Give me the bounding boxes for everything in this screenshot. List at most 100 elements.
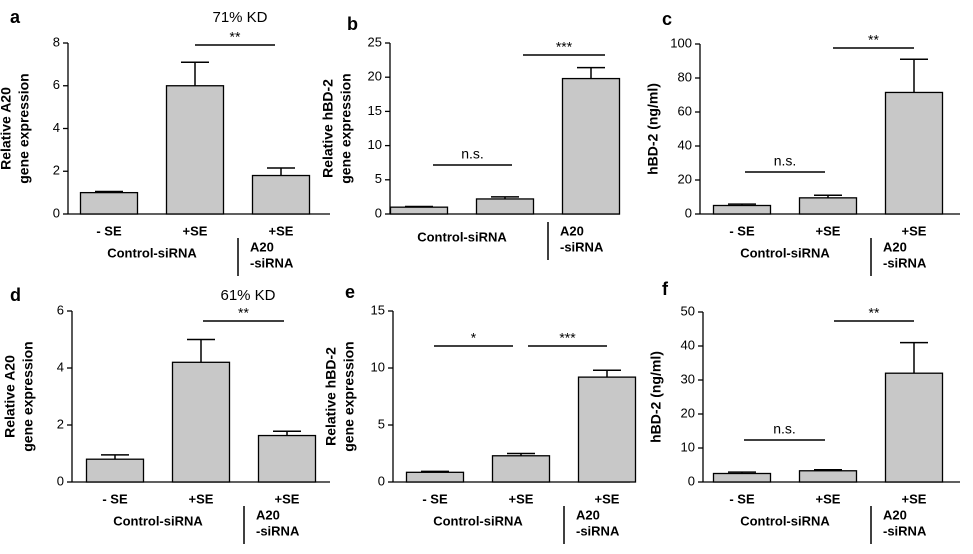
- x-tick-label: +SE: [816, 223, 841, 238]
- group-label: A20: [576, 507, 600, 522]
- group-label: Control-siRNA: [107, 245, 197, 260]
- y-tick-label: 6: [57, 302, 64, 317]
- y-axis-label: gene expression: [338, 73, 354, 184]
- x-tick-label: - SE: [729, 223, 755, 238]
- group-label: Control-siRNA: [433, 513, 523, 528]
- bar: [712, 204, 772, 215]
- panel-letter: e: [345, 282, 355, 302]
- significance-label: n.s.: [774, 153, 797, 169]
- x-tick-label: +SE: [595, 491, 620, 506]
- y-tick-label: 50: [681, 303, 695, 318]
- group-label: -siRNA: [883, 255, 927, 270]
- y-tick-label: 0: [53, 205, 60, 220]
- x-tick-label: +SE: [816, 491, 841, 506]
- bar: [251, 174, 311, 215]
- group-label: -siRNA: [883, 523, 927, 538]
- bar: [577, 376, 637, 483]
- panel-letter: d: [10, 285, 21, 305]
- group-label: A20: [256, 507, 280, 522]
- y-tick-label: 10: [681, 439, 695, 454]
- y-tick-label: 30: [681, 371, 695, 386]
- x-tick-label: - SE: [96, 223, 122, 238]
- group-label: -siRNA: [256, 523, 300, 538]
- y-tick-label: 15: [368, 103, 382, 118]
- x-tick-label: +SE: [269, 223, 294, 238]
- group-label: A20: [560, 223, 584, 238]
- y-tick-label: 100: [670, 35, 692, 50]
- significance-label: ***: [556, 39, 573, 55]
- group-label: A20: [883, 507, 907, 522]
- significance-label: *: [471, 330, 477, 346]
- y-tick-label: 0: [57, 473, 64, 488]
- group-label: A20: [250, 239, 274, 254]
- bar: [884, 372, 944, 483]
- y-axis-label: gene expression: [341, 341, 357, 452]
- y-axis-label: Relative hBD-2: [323, 347, 339, 446]
- y-tick-label: 10: [368, 137, 382, 152]
- bar: [798, 470, 858, 483]
- y-axis-label: gene expression: [20, 341, 36, 452]
- y-axis-label: gene expression: [16, 73, 32, 184]
- x-tick-label: +SE: [183, 223, 208, 238]
- y-tick-label: 20: [681, 405, 695, 420]
- bar: [491, 455, 551, 483]
- y-axis-label: hBD-2 (ng/ml): [645, 83, 661, 175]
- group-label: Control-siRNA: [417, 229, 507, 244]
- y-tick-label: 8: [53, 34, 60, 49]
- bar: [475, 198, 535, 215]
- bar: [561, 77, 621, 215]
- panel-letter: b: [347, 14, 358, 34]
- significance-label: n.s.: [461, 146, 484, 162]
- y-tick-label: 5: [378, 416, 385, 431]
- y-tick-label: 10: [371, 359, 385, 374]
- y-tick-label: 40: [678, 137, 692, 152]
- significance-label: **: [868, 32, 879, 48]
- y-tick-label: 80: [678, 69, 692, 84]
- group-label: Control-siRNA: [113, 513, 203, 528]
- bar: [257, 434, 317, 483]
- panel-letter: f: [662, 279, 669, 299]
- y-axis-label: Relative A20: [2, 355, 18, 438]
- y-tick-label: 6: [53, 77, 60, 92]
- group-label: Control-siRNA: [740, 513, 830, 528]
- bar: [85, 458, 145, 483]
- y-tick-label: 2: [53, 163, 60, 178]
- bar: [389, 206, 449, 215]
- bar: [79, 191, 139, 215]
- panel-letter: a: [10, 7, 21, 27]
- group-label: -siRNA: [576, 523, 620, 538]
- y-tick-label: 20: [368, 69, 382, 84]
- group-label: A20: [883, 239, 907, 254]
- x-tick-label: +SE: [189, 491, 214, 506]
- y-tick-label: 15: [371, 302, 385, 317]
- y-tick-label: 0: [378, 473, 385, 488]
- x-tick-label: +SE: [902, 223, 927, 238]
- y-tick-label: 20: [678, 171, 692, 186]
- y-tick-label: 4: [53, 120, 60, 135]
- x-tick-label: +SE: [275, 491, 300, 506]
- group-label: -siRNA: [250, 255, 294, 270]
- bar: [405, 471, 465, 483]
- y-tick-label: 25: [368, 34, 382, 49]
- y-tick-label: 40: [681, 337, 695, 352]
- y-tick-label: 0: [375, 205, 382, 220]
- significance-label: **: [869, 305, 880, 321]
- group-label: -siRNA: [560, 239, 604, 254]
- significance-label: n.s.: [773, 421, 796, 437]
- bar: [712, 472, 772, 483]
- significance-label: **: [230, 29, 241, 45]
- y-axis-label: Relative hBD-2: [320, 79, 336, 178]
- significance-label: **: [238, 305, 249, 321]
- bar: [884, 91, 944, 215]
- x-tick-label: - SE: [729, 491, 755, 506]
- x-tick-label: +SE: [509, 491, 534, 506]
- significance-label: ***: [559, 330, 576, 346]
- x-tick-label: - SE: [102, 491, 128, 506]
- y-tick-label: 4: [57, 359, 64, 374]
- annotation: 71% KD: [212, 9, 267, 26]
- annotation: 61% KD: [220, 287, 275, 304]
- y-axis-label: hBD-2 (ng/ml): [648, 351, 664, 443]
- y-tick-label: 2: [57, 416, 64, 431]
- group-label: Control-siRNA: [740, 245, 830, 260]
